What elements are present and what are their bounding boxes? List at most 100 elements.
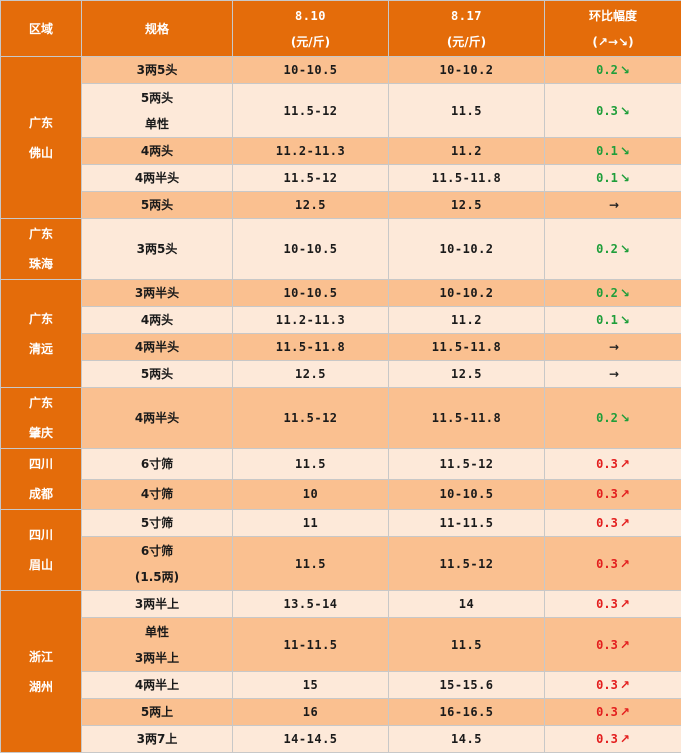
- spec-cell: 6寸筛: [81, 448, 233, 480]
- change-cell: 0.1 ↘: [544, 306, 681, 334]
- change-cell: 0.3 ↗: [544, 725, 681, 753]
- arrow-up-right-icon: ↗: [619, 516, 630, 530]
- spec-label: 3两5头: [136, 242, 178, 256]
- table-row: 4寸筛 10 10-10.5 0.3 ↗: [1, 478, 681, 510]
- spec-cell: 4两半头: [81, 164, 233, 192]
- table-row: 广东 佛山 3两5头 10-10.5 10-10.2 0.2 ↘: [0, 56, 681, 219]
- price-aug17-cell: 10-10.2: [388, 218, 545, 280]
- spec-cell: 3两5头: [81, 218, 233, 280]
- spec-cell: 单性 3两半上: [81, 617, 233, 672]
- change-value: 0.1: [596, 313, 618, 327]
- spec-label: 5两头: [140, 198, 174, 212]
- region-label: 广东: [28, 115, 53, 130]
- table-row: 广东 清远 3两半头 10-10.5 10-10.2 0.2 ↘: [0, 279, 681, 388]
- price-aug10-cell: 11.2-11.3: [232, 306, 389, 334]
- change-cell: 0.3 ↗: [544, 590, 681, 618]
- arrow-down-right-icon: ↘: [619, 103, 630, 118]
- spec-label: 3两半头: [134, 286, 180, 300]
- change-cell: 0.3 ↗: [544, 478, 681, 510]
- change-cell: 0.2 ↘: [544, 56, 681, 84]
- spec-cell: 3两7上: [81, 725, 233, 753]
- price-aug17-cell: 11.5-11.8: [388, 164, 545, 192]
- arrow-down-right-icon: ↘: [619, 63, 630, 77]
- region-cell: 广东 珠海: [0, 218, 82, 280]
- arrow-up-right-icon: ↗: [619, 732, 630, 746]
- spec-label: 3两半上: [134, 650, 180, 665]
- arrow-up-right-icon: ↗: [619, 597, 630, 611]
- spec-cell: 4两头: [81, 306, 233, 334]
- change-value: 0.1: [596, 144, 618, 158]
- change-cell: 0.3 ↗: [544, 536, 681, 591]
- table-row: 6寸筛 (1.5两) 11.5 11.5-12 0.3 ↗: [1, 536, 681, 591]
- table-row: 4两头 11.2-11.3 11.2 0.1 ↘: [1, 306, 681, 334]
- price-aug10-cell: 11.5: [232, 536, 389, 591]
- price-aug17-cell: 11.2: [388, 306, 545, 334]
- spec-cell: 5寸筛: [81, 509, 233, 537]
- table-row: 四川 眉山 5寸筛 11 11-11.5 0.3 ↗: [0, 509, 681, 591]
- spec-label: 6寸筛: [140, 456, 174, 471]
- arrow-up-right-icon: ↗: [619, 456, 630, 471]
- price-aug17-cell: 11.5-11.8: [388, 333, 545, 361]
- price-aug17-cell: 10-10.2: [388, 279, 545, 307]
- table-row: 四川 成都 6寸筛 11.5 11.5-12 0.3 ↗: [0, 448, 681, 510]
- change-value: 0.3: [596, 456, 618, 471]
- spec-cell: 4两半头: [81, 387, 233, 449]
- arrow-up-right-icon: ↗: [619, 487, 630, 502]
- spec-label: 4两半头: [134, 411, 180, 425]
- change-value: 0.3: [596, 678, 618, 692]
- price-aug10-cell: 11: [232, 509, 389, 537]
- price-aug10-cell: 13.5-14: [232, 590, 389, 618]
- spec-cell: 6寸筛 (1.5两): [81, 536, 233, 591]
- table-row: 5两头 12.5 12.5 →: [1, 360, 681, 388]
- price-aug10-cell: 14-14.5: [232, 725, 389, 753]
- table-row: 广东 珠海 3两5头 10-10.5 10-10.2 0.2 ↘: [0, 218, 681, 280]
- header-date2-unit: (元/斤): [446, 34, 487, 49]
- arrow-down-right-icon: ↘: [619, 171, 630, 185]
- region-label: 四川: [28, 528, 53, 542]
- change-value: 0.2: [596, 242, 618, 256]
- region-label: 浙江: [28, 649, 53, 664]
- price-aug17-cell: 11-11.5: [388, 509, 545, 537]
- price-aug10-cell: 11.5-12: [232, 387, 389, 449]
- price-aug10-cell: 11.5-12: [232, 164, 389, 192]
- table-row: 3两7上 14-14.5 14.5 0.3 ↗: [1, 725, 681, 753]
- arrow-right-icon: →: [608, 340, 620, 354]
- change-cell: →: [544, 360, 681, 388]
- region-label: 清远: [28, 341, 53, 356]
- change-value: 0.3: [596, 556, 618, 571]
- spec-label: 3两半上: [134, 597, 180, 611]
- spec-cell: 4寸筛: [81, 478, 233, 510]
- change-cell: 0.3 ↗: [544, 698, 681, 726]
- spec-cell: 3两半上: [81, 590, 233, 618]
- spec-label: 4两头: [140, 144, 174, 158]
- spec-cell: 3两5头: [81, 56, 233, 84]
- spec-label: 3两5头: [136, 63, 178, 77]
- price-aug10-cell: 11-11.5: [232, 617, 389, 672]
- change-cell: 0.2 ↘: [544, 218, 681, 280]
- change-value: 0.2: [596, 63, 618, 77]
- price-aug10-cell: 11.5: [232, 448, 389, 480]
- region-cell: 浙江 湖州: [0, 590, 82, 753]
- region-cell: 广东 清远: [0, 279, 82, 388]
- change-value: 0.2: [596, 286, 618, 300]
- change-value: 0.3: [596, 516, 618, 530]
- header-date2-label: 8.17: [451, 8, 482, 23]
- table-row: 4两半头 11.5-11.8 11.5-11.8 →: [1, 333, 681, 361]
- table-header: 区域 规格 8.10 (元/斤) 8.17 (元/斤) 环比幅度 (↗→↘): [0, 0, 681, 57]
- header-region: 区域: [0, 0, 82, 57]
- arrow-down-right-icon: ↘: [619, 286, 630, 300]
- change-value: 0.3: [596, 732, 618, 746]
- price-aug10-cell: 12.5: [232, 191, 389, 219]
- spec-label: 5寸筛: [140, 516, 174, 530]
- price-aug10-cell: 10-10.5: [232, 218, 389, 280]
- change-value: 0.1: [596, 171, 618, 185]
- price-aug10-cell: 10: [232, 478, 389, 510]
- price-aug17-cell: 11.5-12: [388, 536, 545, 591]
- price-aug10-cell: 12.5: [232, 360, 389, 388]
- table-row: 4两半头 11.5-12 11.5-11.8 0.1 ↘: [1, 164, 681, 192]
- change-value: 0.2: [596, 411, 618, 425]
- region-label: 佛山: [28, 145, 53, 160]
- header-date2: 8.17 (元/斤): [388, 0, 545, 57]
- header-spec: 规格: [81, 0, 233, 57]
